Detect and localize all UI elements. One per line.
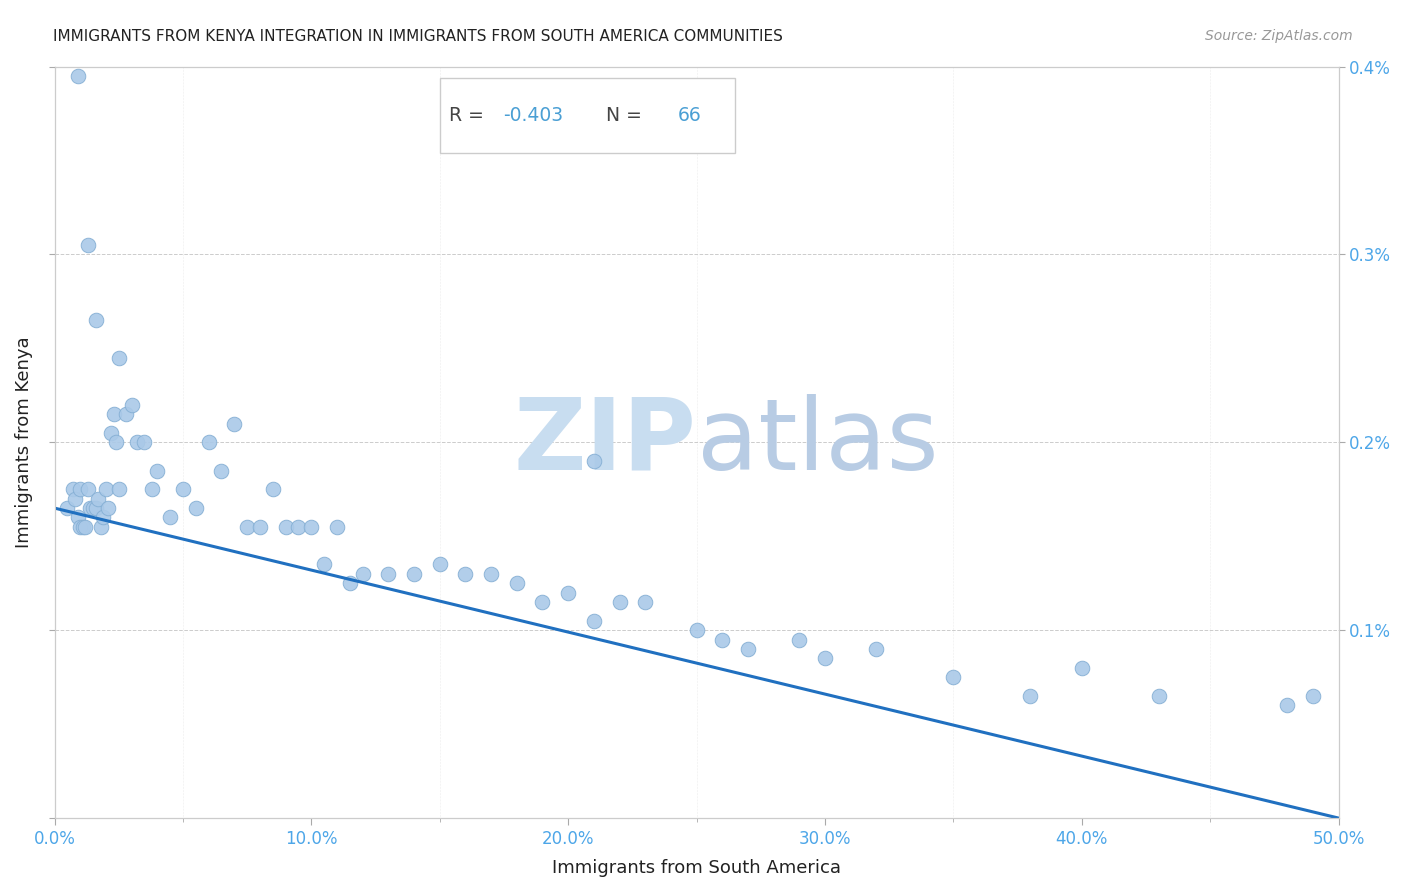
Point <box>69 483 91 497</box>
Point <box>75 520 97 534</box>
Point <box>121 398 143 412</box>
Point <box>1019 689 1042 703</box>
Point <box>224 417 246 431</box>
Point <box>942 670 965 684</box>
Point <box>141 483 163 497</box>
Point <box>865 642 887 657</box>
Text: 66: 66 <box>678 106 702 125</box>
Point <box>454 566 477 581</box>
Point <box>56 501 79 516</box>
Point <box>287 520 309 534</box>
Point <box>87 491 110 506</box>
Point <box>97 501 120 516</box>
Text: Source: ZipAtlas.com: Source: ZipAtlas.com <box>1205 29 1353 43</box>
Point <box>1302 689 1324 703</box>
Text: -0.403: -0.403 <box>503 106 562 125</box>
Point <box>77 483 100 497</box>
FancyBboxPatch shape <box>440 78 735 153</box>
Point <box>105 435 128 450</box>
Point <box>711 632 734 647</box>
Point <box>326 520 349 534</box>
Point <box>91 510 114 524</box>
Point <box>274 520 297 534</box>
Point <box>84 501 107 516</box>
Point <box>115 407 138 421</box>
Point <box>82 501 104 516</box>
Point <box>1147 689 1170 703</box>
Point <box>125 435 148 450</box>
Point <box>107 483 129 497</box>
Point <box>69 520 91 534</box>
Point <box>84 313 107 327</box>
Point <box>582 614 605 628</box>
Point <box>94 483 117 497</box>
Point <box>402 566 425 581</box>
Point <box>90 520 112 534</box>
Point <box>339 576 361 591</box>
Point <box>609 595 631 609</box>
Point <box>100 425 122 440</box>
Point <box>531 595 554 609</box>
Point <box>79 501 101 516</box>
Point <box>352 566 374 581</box>
Point <box>262 483 284 497</box>
Point <box>787 632 810 647</box>
Point <box>634 595 657 609</box>
Text: N =: N = <box>593 106 648 125</box>
Point <box>582 454 605 468</box>
Point <box>66 69 89 83</box>
Point <box>72 520 94 534</box>
Point <box>299 520 322 534</box>
Point <box>1070 661 1092 675</box>
Point <box>377 566 399 581</box>
Point <box>236 520 259 534</box>
Point <box>249 520 271 534</box>
Text: ZIP: ZIP <box>513 394 696 491</box>
Point <box>1277 698 1299 713</box>
Point <box>314 558 336 572</box>
Point <box>107 351 129 365</box>
Point <box>159 510 181 524</box>
Point <box>737 642 759 657</box>
Point <box>103 407 125 421</box>
Text: atlas: atlas <box>696 394 938 491</box>
Point <box>63 491 86 506</box>
Point <box>66 510 89 524</box>
Point <box>77 238 100 252</box>
Text: IMMIGRANTS FROM KENYA INTEGRATION IN IMMIGRANTS FROM SOUTH AMERICA COMMUNITIES: IMMIGRANTS FROM KENYA INTEGRATION IN IMM… <box>53 29 783 44</box>
Y-axis label: Immigrants from Kenya: Immigrants from Kenya <box>15 336 32 549</box>
Point <box>814 651 837 665</box>
Point <box>172 483 194 497</box>
Point <box>506 576 529 591</box>
Point <box>479 566 502 581</box>
Point <box>685 624 707 638</box>
X-axis label: Immigrants from South America: Immigrants from South America <box>553 859 841 877</box>
Point <box>211 463 233 477</box>
Point <box>429 558 451 572</box>
Point <box>184 501 207 516</box>
Text: R =: R = <box>449 106 489 125</box>
Point <box>197 435 219 450</box>
Point <box>557 585 579 599</box>
Point <box>146 463 169 477</box>
Point <box>62 483 84 497</box>
Point <box>134 435 156 450</box>
